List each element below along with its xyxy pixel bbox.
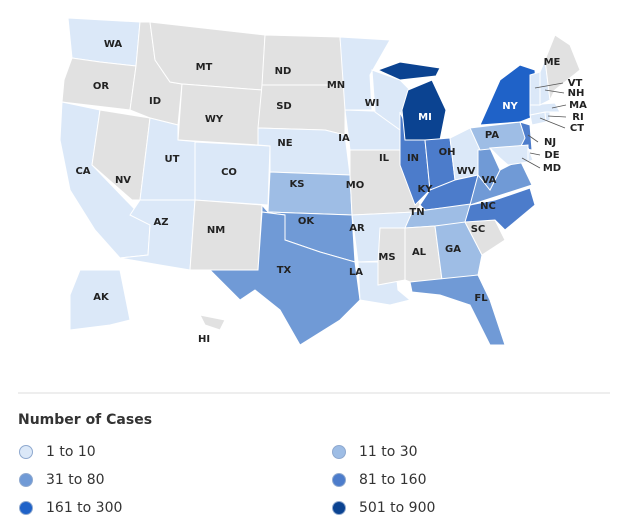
state-label: VT <box>568 78 583 89</box>
state-label: PA <box>485 130 499 141</box>
leader-line <box>521 157 541 169</box>
state-label: OR <box>93 81 110 92</box>
state-label: VA <box>482 175 497 186</box>
state-label: SD <box>276 101 292 112</box>
leader-line <box>539 117 566 129</box>
us-map <box>59 17 581 346</box>
state-label: ND <box>275 66 292 77</box>
legend-label: 11 to 30 <box>359 444 418 460</box>
state-label: MS <box>378 252 395 263</box>
state-shape <box>434 221 483 281</box>
leader-line <box>551 104 567 109</box>
state-label: OK <box>298 216 316 227</box>
state-label: WV <box>457 166 476 177</box>
state-shape <box>208 211 361 346</box>
state-shape <box>339 36 391 111</box>
state-label: NY <box>502 101 518 112</box>
state-label: CA <box>75 166 90 177</box>
state-shape <box>91 109 151 201</box>
state-label: MI <box>418 112 432 123</box>
state-label: RI <box>572 112 583 123</box>
state-label: MN <box>327 80 345 91</box>
state-label: AR <box>349 223 365 234</box>
state-label: IL <box>379 153 390 164</box>
state-label: LA <box>349 267 363 278</box>
state-label: MT <box>196 62 213 73</box>
legend-swatch <box>332 473 346 487</box>
legend-label: 31 to 80 <box>46 472 105 488</box>
legend-swatch <box>332 445 346 459</box>
state-label: MA <box>569 100 587 111</box>
state-shape <box>376 61 441 81</box>
state-label: AZ <box>154 217 169 228</box>
state-label: GA <box>445 244 461 255</box>
state-label: TX <box>277 265 292 276</box>
state-label: ID <box>149 96 161 107</box>
state-shape <box>544 34 581 102</box>
state-label: NJ <box>544 137 556 148</box>
legend-swatch <box>19 445 33 459</box>
state-label: AK <box>93 292 110 303</box>
legend-swatch <box>332 501 346 515</box>
legend-swatch <box>19 473 33 487</box>
state-label: TN <box>409 207 424 218</box>
state-shape <box>189 199 263 271</box>
legend-swatch <box>19 501 33 515</box>
state-shape <box>409 274 506 346</box>
state-label: WI <box>365 98 380 109</box>
leader-line <box>534 82 564 89</box>
state-shape <box>377 227 406 286</box>
state-shape <box>529 71 541 106</box>
leader-line <box>544 89 565 94</box>
legend-title: Number of Cases <box>18 412 152 428</box>
state-label: KS <box>290 179 305 190</box>
state-label: NM <box>207 225 225 236</box>
state-label: DE <box>544 150 559 161</box>
state-label: NH <box>568 88 585 99</box>
leader-line <box>527 134 539 143</box>
leader-line <box>529 152 541 156</box>
state-shape <box>69 269 131 331</box>
state-label: AL <box>412 247 427 258</box>
state-label: ME <box>544 57 561 68</box>
leader-line <box>547 115 567 118</box>
state-shape <box>257 84 346 136</box>
state-label: WA <box>104 39 123 50</box>
legend-label: 161 to 300 <box>46 500 122 516</box>
state-label: WY <box>205 114 224 125</box>
state-label: OH <box>439 147 456 158</box>
state-label: FL <box>474 293 488 304</box>
state-label: CO <box>221 167 237 178</box>
state-label: CT <box>570 123 584 134</box>
state-label: NV <box>115 175 131 186</box>
state-label: MD <box>543 163 561 174</box>
state-label: HI <box>198 334 210 345</box>
legend: 1 to 10 11 to 30 31 to 80 81 to 160 161 to 3… <box>19 444 435 516</box>
state-shape <box>199 314 226 331</box>
state-shape <box>261 34 346 86</box>
state-label: NC <box>480 201 496 212</box>
state-label: MO <box>346 180 364 191</box>
state-label: KY <box>418 184 434 195</box>
state-shape <box>488 144 529 166</box>
state-shape <box>529 102 561 116</box>
state-shape <box>464 187 536 231</box>
legend-label: 501 to 900 <box>359 500 435 516</box>
state-label: UT <box>165 154 180 165</box>
state-label: IA <box>338 133 350 144</box>
state-label: SC <box>471 224 486 235</box>
state-shape <box>257 127 351 176</box>
state-labels: WA OR CA NV ID MT WY UT AZ CO NM ND SD NE KS OK TX MN IA MO… <box>75 39 587 345</box>
state-shape <box>267 171 353 216</box>
state-shape <box>479 64 539 126</box>
legend-label: 1 to 10 <box>46 444 96 460</box>
state-label: IN <box>407 153 419 164</box>
legend-label: 81 to 160 <box>359 472 427 488</box>
state-label: NE <box>277 138 292 149</box>
